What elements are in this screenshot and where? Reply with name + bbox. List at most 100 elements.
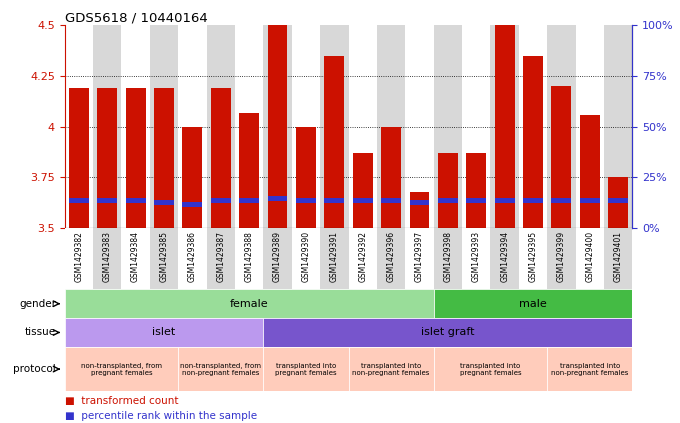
Text: GSM1429396: GSM1429396 [387, 231, 396, 282]
Bar [65, 228, 93, 289]
Bar [462, 25, 490, 228]
Text: ■  transformed count: ■ transformed count [65, 396, 178, 406]
Bar [377, 228, 405, 289]
Bar [69, 198, 88, 203]
Bar [609, 177, 628, 228]
Bar [182, 203, 202, 207]
Bar [434, 25, 462, 228]
Bar [97, 88, 117, 228]
Bar [438, 198, 458, 203]
Bar [263, 347, 349, 391]
Bar [547, 347, 632, 391]
Text: GSM1429390: GSM1429390 [301, 231, 310, 282]
Bar [268, 196, 288, 201]
Bar [348, 25, 377, 228]
Bar [409, 192, 429, 228]
Bar [466, 153, 486, 228]
Bar [434, 347, 547, 391]
Bar [547, 25, 575, 228]
Bar [604, 25, 632, 228]
Bar [292, 228, 320, 289]
Text: GSM1429401: GSM1429401 [614, 231, 623, 282]
Text: GSM1429400: GSM1429400 [585, 231, 594, 282]
Text: GSM1429383: GSM1429383 [103, 231, 112, 282]
Bar [523, 56, 543, 228]
Bar [434, 228, 462, 289]
Text: transplanted into
non-pregnant females: transplanted into non-pregnant females [352, 363, 430, 376]
Bar [292, 25, 320, 228]
Bar [268, 25, 288, 228]
Bar [65, 347, 178, 391]
Bar [575, 25, 604, 228]
Bar [207, 25, 235, 228]
Text: GSM1429382: GSM1429382 [74, 231, 83, 282]
Bar [320, 228, 348, 289]
Bar [320, 25, 348, 228]
Bar [235, 25, 263, 228]
Bar [462, 228, 490, 289]
Text: GSM1429399: GSM1429399 [557, 231, 566, 282]
Bar [93, 25, 121, 228]
Bar [263, 25, 292, 228]
Bar [65, 289, 434, 318]
Bar [178, 347, 263, 391]
Bar [150, 25, 178, 228]
Text: islet graft: islet graft [421, 327, 475, 338]
Bar [551, 198, 571, 203]
Bar [154, 88, 174, 228]
Bar [580, 198, 600, 203]
Bar [353, 198, 373, 203]
Bar [239, 113, 259, 228]
Text: gender: gender [19, 299, 56, 309]
Text: GSM1429388: GSM1429388 [245, 231, 254, 282]
Bar [239, 198, 259, 203]
Text: protocol: protocol [14, 364, 56, 374]
Bar [405, 25, 434, 228]
Bar [324, 56, 344, 228]
Text: female: female [230, 299, 269, 309]
Text: male: male [519, 299, 547, 309]
Text: GSM1429393: GSM1429393 [472, 231, 481, 282]
Bar [211, 88, 231, 228]
Bar [381, 127, 401, 228]
Bar [263, 318, 632, 347]
Bar [324, 198, 344, 203]
Text: transplanted into
pregnant females: transplanted into pregnant females [460, 363, 522, 376]
Bar [235, 228, 263, 289]
Bar [65, 318, 263, 347]
Bar [154, 201, 174, 205]
Text: GSM1429387: GSM1429387 [216, 231, 225, 282]
Bar [121, 228, 150, 289]
Bar [409, 201, 429, 205]
Bar [348, 347, 434, 391]
Text: GSM1429386: GSM1429386 [188, 231, 197, 282]
Text: GSM1429384: GSM1429384 [131, 231, 140, 282]
Bar [438, 153, 458, 228]
Bar [604, 228, 632, 289]
Text: transplanted into
pregnant females: transplanted into pregnant females [275, 363, 337, 376]
Bar [93, 228, 121, 289]
Bar [580, 115, 600, 228]
Text: GSM1429395: GSM1429395 [528, 231, 537, 282]
Text: GSM1429392: GSM1429392 [358, 231, 367, 282]
Bar [126, 88, 146, 228]
Bar [97, 198, 117, 203]
Text: GSM1429385: GSM1429385 [160, 231, 169, 282]
Bar [434, 289, 632, 318]
Bar [490, 25, 519, 228]
Text: tissue: tissue [25, 327, 56, 338]
Bar [126, 198, 146, 203]
Bar [207, 228, 235, 289]
Bar [547, 228, 575, 289]
Bar [178, 25, 207, 228]
Bar [495, 25, 515, 228]
Text: non-transplanted, from
non-pregnant females: non-transplanted, from non-pregnant fema… [180, 363, 261, 376]
Bar [178, 228, 207, 289]
Bar [490, 228, 519, 289]
Bar [150, 228, 178, 289]
Bar [495, 198, 515, 203]
Text: non-transplanted, from
pregnant females: non-transplanted, from pregnant females [81, 363, 162, 376]
Bar [405, 228, 434, 289]
Bar [519, 228, 547, 289]
Bar [575, 228, 604, 289]
